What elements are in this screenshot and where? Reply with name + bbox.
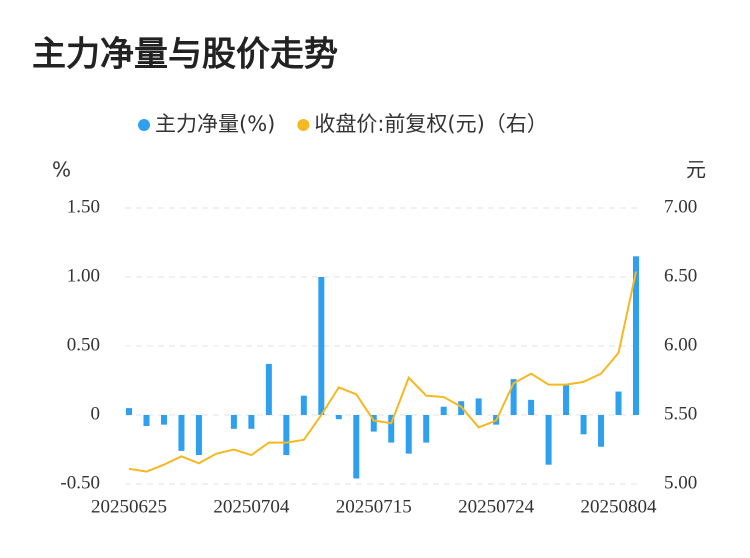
- x-tick-label: 20250724: [458, 496, 535, 517]
- bar: [615, 391, 622, 415]
- legend-marker: [138, 119, 150, 131]
- bar: [178, 415, 185, 451]
- y2-tick-label: 5.50: [664, 403, 697, 424]
- bar: [283, 415, 290, 456]
- bar: [563, 384, 570, 415]
- y2-tick-label: 7.00: [664, 196, 697, 217]
- bar: [335, 415, 342, 420]
- bar: [160, 415, 167, 425]
- y2-axis-label: 元: [686, 158, 706, 182]
- bar: [475, 398, 482, 415]
- y-tick-label: -0.50: [60, 472, 100, 493]
- legend-marker: [297, 119, 310, 131]
- bar: [633, 256, 639, 415]
- bar: [510, 379, 517, 415]
- bar: [598, 415, 605, 447]
- y-tick-label: 1.00: [67, 265, 100, 286]
- bar: [195, 415, 202, 456]
- x-tick-label: 20250715: [336, 496, 412, 517]
- y2-tick-label: 5.00: [664, 472, 697, 493]
- price-line: [128, 271, 637, 473]
- legend-label: 收盘价:前复权(元)（右）: [314, 112, 547, 136]
- bar: [370, 415, 377, 432]
- x-tick-label: 20250704: [213, 496, 290, 517]
- bar: [143, 415, 150, 427]
- bar: [580, 415, 587, 435]
- y-tick-label: 0.50: [67, 334, 100, 355]
- bar: [405, 415, 412, 454]
- legend-label: 主力净量(%): [155, 112, 275, 136]
- y2-tick-label: 6.00: [664, 334, 697, 355]
- bar: [388, 415, 395, 443]
- x-tick-label: 20250804: [581, 496, 658, 517]
- chart-title: 主力净量与股价走势: [32, 35, 338, 75]
- bar: [126, 408, 132, 415]
- bar: [265, 363, 272, 415]
- bar: [248, 415, 255, 429]
- y-tick-label: 0: [91, 403, 101, 424]
- bar: [528, 399, 535, 415]
- bar: [545, 415, 552, 465]
- bar: [353, 415, 360, 479]
- bar: [230, 415, 237, 429]
- y2-tick-label: 6.50: [664, 265, 697, 286]
- bar: [318, 277, 325, 415]
- bar: [440, 406, 447, 415]
- y-tick-label: 1.50: [67, 196, 100, 217]
- bar: [423, 415, 430, 443]
- bar: [300, 395, 307, 415]
- y-axis-label: %: [52, 158, 71, 182]
- x-tick-label: 20250625: [91, 496, 167, 517]
